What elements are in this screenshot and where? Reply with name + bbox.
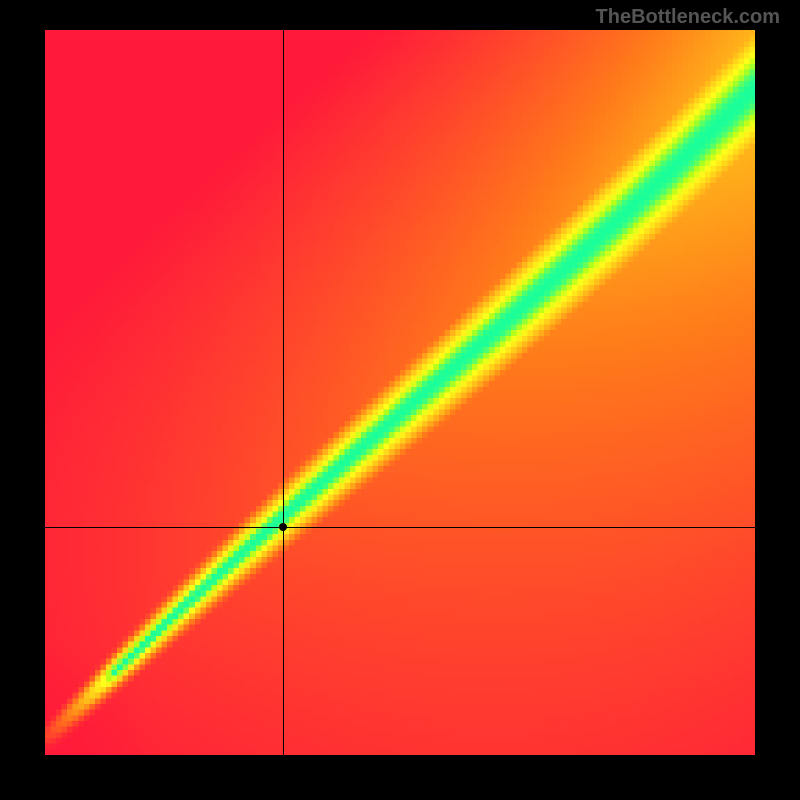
heatmap-plot	[45, 30, 755, 755]
crosshair-horizontal	[45, 527, 755, 528]
heatmap-canvas	[45, 30, 755, 755]
marker-dot	[279, 523, 287, 531]
crosshair-vertical	[283, 30, 284, 755]
watermark-text: TheBottleneck.com	[596, 6, 780, 29]
